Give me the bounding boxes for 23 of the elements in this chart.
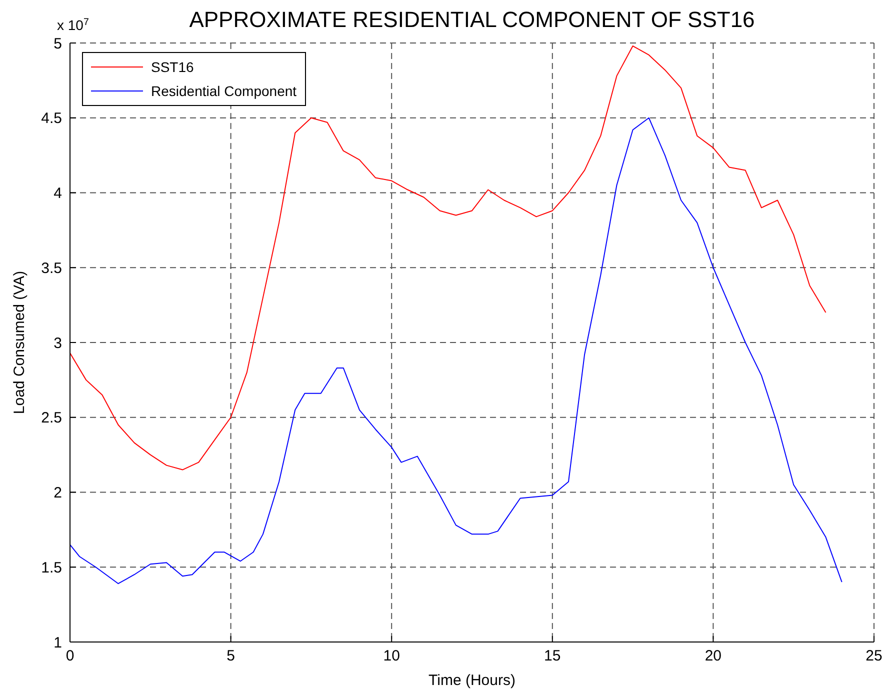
y-tick-label: 3.5 (41, 260, 62, 277)
y-tick-label: 1 (54, 634, 62, 652)
x-tick-label: 15 (544, 648, 561, 665)
y-tick-label: 5 (54, 35, 62, 52)
x-tick-label: 0 (66, 648, 74, 665)
y-tick-label: 3 (54, 334, 62, 352)
legend-label: Residential Component (151, 83, 297, 99)
x-axis-title: Time (Hours) (428, 672, 516, 689)
text: x 10$^{7}$ (57, 16, 89, 33)
legend-label: SST16 (151, 59, 194, 75)
y-tick-label: 2.5 (41, 410, 62, 427)
y-tick-label: 2 (54, 484, 62, 502)
y-tick-label: 4.5 (41, 110, 62, 128)
line-series (70, 45, 826, 470)
y-tick-label: 1.5 (41, 559, 62, 576)
x-tick-label: 5 (226, 648, 235, 665)
x-tick-label: 10 (383, 648, 400, 665)
x-tick-label: 20 (704, 648, 722, 665)
line-series (70, 117, 842, 584)
chart-title: APPROXIMATE RESIDENTIAL COMPONENT OF SST16 (189, 7, 755, 32)
y-axis-title: Load Consumed (VA) (11, 270, 28, 414)
y-tick-label: 4 (54, 185, 62, 202)
x-tick-label: 25 (866, 648, 882, 665)
